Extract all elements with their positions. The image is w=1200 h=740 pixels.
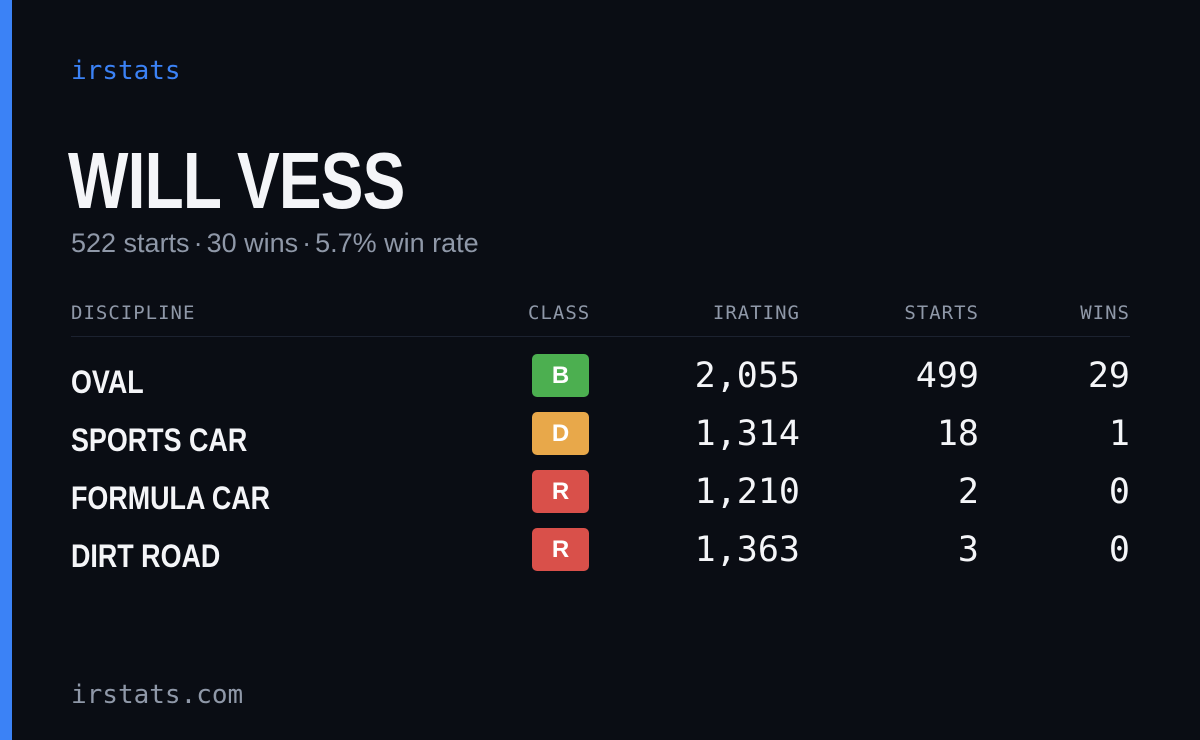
discipline-name: OVAL <box>71 364 144 400</box>
header-starts: STARTS <box>904 302 979 324</box>
irating-value: 1,210 <box>694 472 800 512</box>
starts-value: 3 <box>957 530 979 570</box>
starts-value: 18 <box>936 414 979 454</box>
brand-logo[interactable]: irstats <box>71 56 181 86</box>
separator: · <box>302 228 312 258</box>
winrate-summary: 5.7% win rate <box>315 228 479 258</box>
discipline-name: SPORTS CAR <box>71 422 248 458</box>
stats-table: DISCIPLINE CLASS IRATING STARTS WINS OVA… <box>71 298 1130 574</box>
discipline-name: FORMULA CAR <box>71 480 271 516</box>
driver-summary: 522 starts · 30 wins · 5.7% win rate <box>71 228 479 259</box>
table-row: FORMULA CAR R 1,210 2 0 <box>71 470 1130 522</box>
header-class: CLASS <box>528 302 591 324</box>
footer-url[interactable]: irstats.com <box>71 680 244 710</box>
wins-value: 0 <box>1108 472 1130 512</box>
accent-bar <box>0 0 12 740</box>
class-badge: B <box>532 354 589 397</box>
wins-summary: 30 wins <box>206 228 299 258</box>
header-discipline: DISCIPLINE <box>71 302 196 324</box>
table-row: OVAL B 2,055 499 29 <box>71 354 1130 406</box>
irating-value: 2,055 <box>694 356 800 396</box>
starts-value: 499 <box>915 356 979 396</box>
separator: · <box>193 228 203 258</box>
discipline-name: DIRT ROAD <box>71 538 221 574</box>
wins-value: 29 <box>1087 356 1130 396</box>
irating-value: 1,314 <box>694 414 800 454</box>
wins-value: 0 <box>1108 530 1130 570</box>
starts-summary: 522 starts <box>71 228 190 258</box>
header-irating: IRATING <box>712 302 800 324</box>
wins-value: 1 <box>1108 414 1130 454</box>
table-row: DIRT ROAD R 1,363 3 0 <box>71 528 1130 580</box>
header-wins: WINS <box>1080 302 1130 324</box>
table-header: DISCIPLINE CLASS IRATING STARTS WINS <box>71 298 1130 337</box>
irating-value: 1,363 <box>694 530 800 570</box>
class-badge: R <box>532 470 589 513</box>
starts-value: 2 <box>957 472 979 512</box>
class-badge: R <box>532 528 589 571</box>
driver-name: WILL VESS <box>68 136 405 225</box>
table-row: SPORTS CAR D 1,314 18 1 <box>71 412 1130 464</box>
class-badge: D <box>532 412 589 455</box>
